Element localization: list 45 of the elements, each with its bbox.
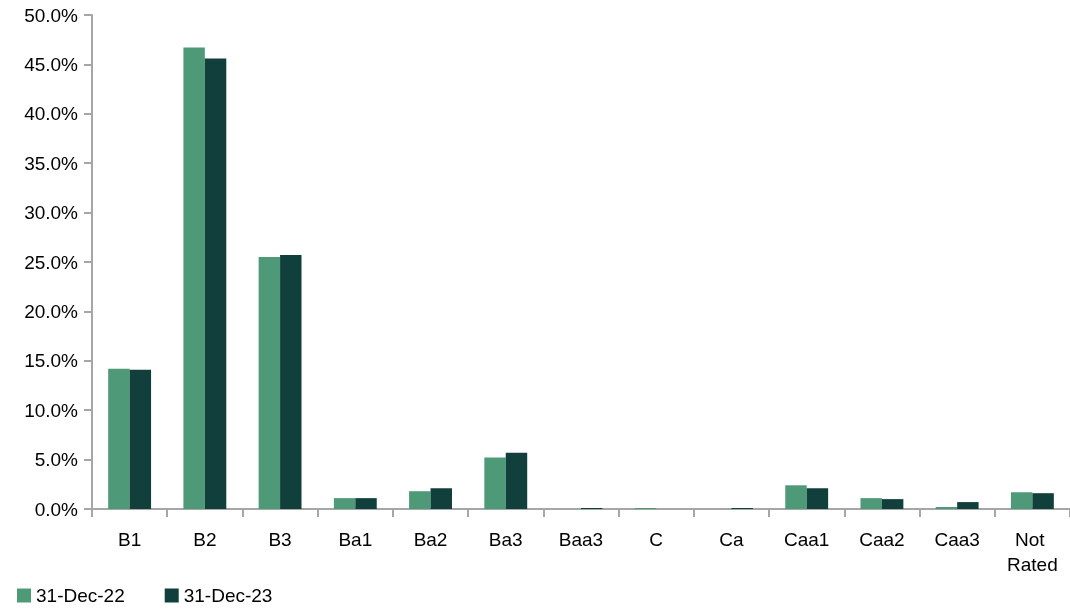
y-tick-label: 50.0% [24, 4, 79, 26]
legend-label: 31-Dec-22 [36, 585, 125, 606]
bar [785, 485, 807, 509]
bar [430, 488, 452, 509]
y-tick-label: 5.0% [34, 449, 79, 471]
bar [409, 491, 431, 509]
x-tick-label: Ba2 [413, 529, 448, 550]
bar [881, 499, 904, 509]
y-tick-label: 0.0% [34, 498, 79, 520]
y-tick-label: 40.0% [24, 103, 79, 125]
bar [204, 58, 227, 509]
bar [505, 452, 528, 509]
bar [183, 47, 205, 509]
bar [1010, 492, 1033, 509]
y-tick-label: 45.0% [24, 53, 79, 75]
x-tick-label: B1 [117, 529, 142, 550]
bar [129, 369, 152, 509]
bar [957, 502, 979, 509]
bar [860, 498, 882, 509]
y-tick-label: 15.0% [24, 350, 79, 372]
x-tick-label: Ba3 [488, 529, 523, 550]
x-tick-label: Caa3 [934, 529, 980, 550]
bar [333, 498, 356, 509]
bar [484, 457, 506, 509]
x-tick-label: Baa3 [558, 529, 604, 550]
x-tick-label: B2 [193, 529, 217, 550]
bar [108, 368, 130, 509]
y-tick-label: 20.0% [24, 300, 79, 322]
x-tick-label: B3 [268, 529, 292, 550]
x-tick-label: Caa2 [859, 529, 905, 550]
y-tick-label: 35.0% [24, 152, 79, 174]
bar [355, 498, 377, 509]
y-tick-label: 25.0% [24, 251, 79, 273]
legend-label: 31-Dec-23 [183, 585, 273, 606]
bar [806, 488, 829, 509]
y-tick-label: 10.0% [24, 399, 79, 421]
bar [280, 255, 302, 509]
x-tick-label: Not Rated [1007, 529, 1058, 575]
bar [1032, 493, 1054, 509]
x-tick-label: Ba1 [338, 529, 373, 550]
x-tick-label: Caa1 [783, 529, 830, 550]
bar [258, 257, 281, 509]
x-tick-label: C [649, 529, 664, 550]
y-tick-label: 30.0% [24, 202, 79, 224]
x-tick-label: Ca [719, 529, 745, 550]
